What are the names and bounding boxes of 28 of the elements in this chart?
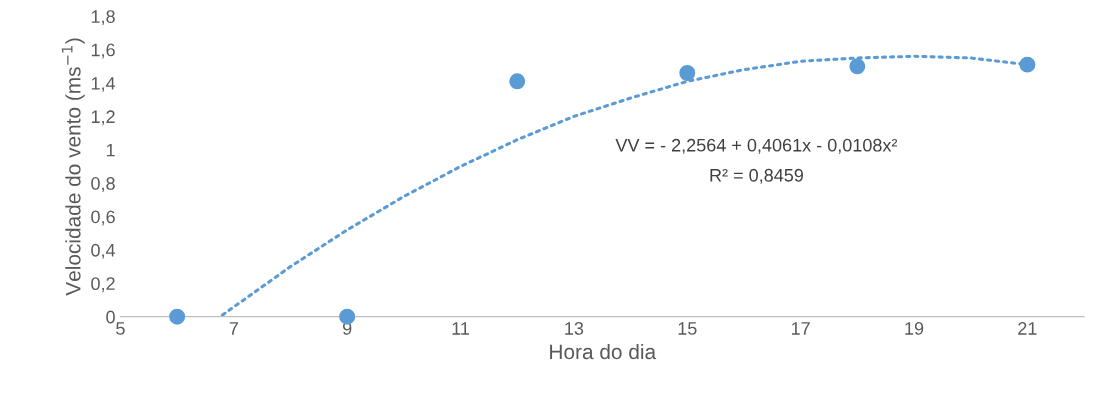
point — [509, 73, 526, 90]
point — [339, 308, 356, 325]
x-tick-label: 17 — [791, 322, 810, 335]
y-tick-label: 0,8 — [91, 177, 115, 192]
point — [849, 58, 866, 75]
y-axis-title: Velocidade do vento (ms$^{−1}$) — [61, 38, 85, 296]
y-tick-label: 0,4 — [91, 243, 116, 259]
annotation: R² = 0,8459 — [710, 168, 803, 184]
x-tick-label: 13 — [565, 322, 584, 335]
x-tick-label: 7 — [229, 322, 238, 335]
x-tick-label: 19 — [905, 322, 924, 335]
y-tick-label: 1 — [106, 143, 115, 157]
point — [169, 308, 186, 325]
x-tick-label: 5 — [116, 322, 125, 335]
y-tick-label: 1,6 — [91, 43, 115, 59]
point — [679, 65, 696, 81]
y-tick-label: 1,8 — [91, 10, 115, 26]
y-tick-label: 0,2 — [91, 277, 115, 293]
point — [1019, 56, 1036, 73]
y-tick-label: 1,2 — [91, 110, 115, 126]
y-tick-label: 1,4 — [91, 77, 116, 92]
x-tick-label: 15 — [678, 322, 697, 335]
y-tick-label: 0 — [106, 310, 115, 324]
x-axis-title: Hora do dia — [550, 343, 657, 360]
annotation: VV = - 2,2564 + 0,4061x - 0,0108x² — [615, 138, 898, 154]
x-tick-label: 21 — [1018, 322, 1037, 335]
y-tick-label: 0,6 — [91, 210, 115, 226]
x-tick-label: 11 — [452, 322, 470, 335]
